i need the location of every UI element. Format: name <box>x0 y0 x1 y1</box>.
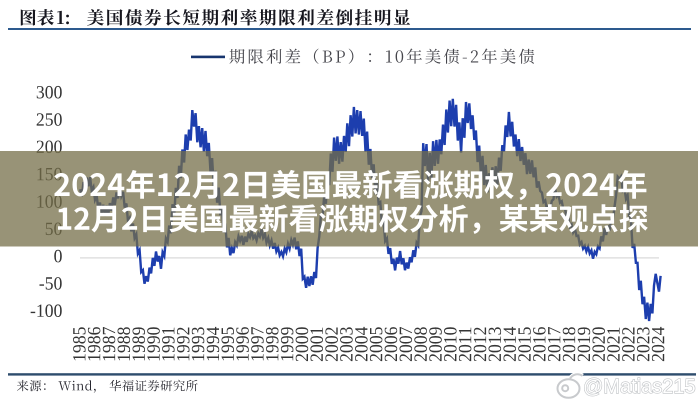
svg-text:@Matias215: @Matias215 <box>583 376 696 398</box>
